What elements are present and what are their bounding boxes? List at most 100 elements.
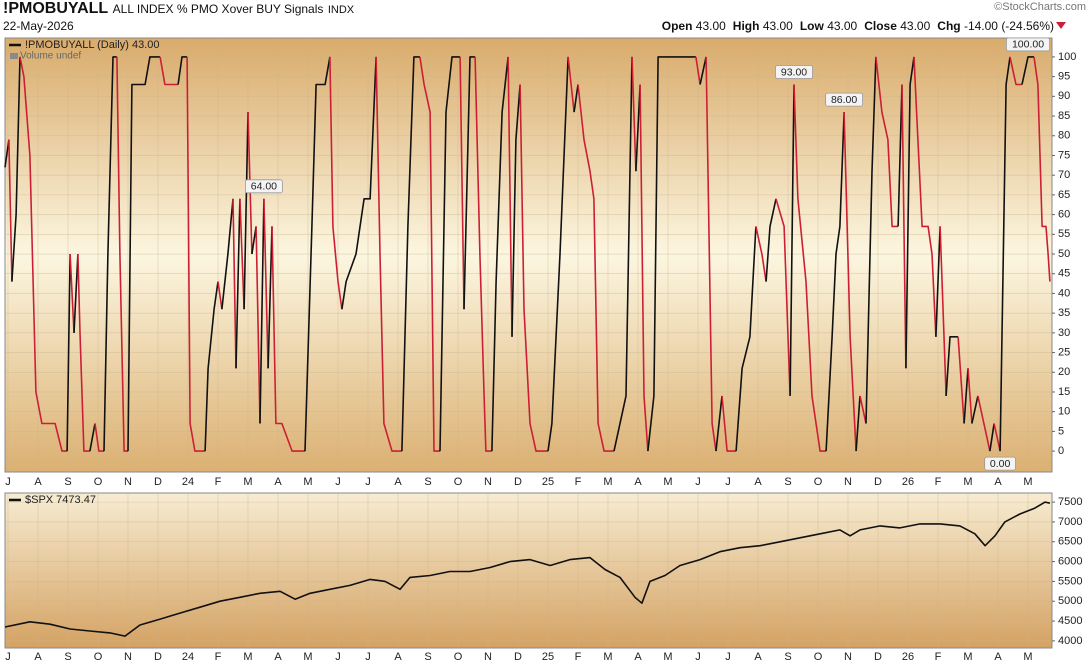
data-line xyxy=(843,112,857,452)
y-tick-label: 80 xyxy=(1058,130,1070,142)
x-tick-label: F xyxy=(215,651,222,663)
quote-label: Open xyxy=(661,19,693,33)
data-line xyxy=(705,56,717,452)
data-line xyxy=(239,198,245,310)
x-tick-label: J xyxy=(695,651,701,663)
quote-value: 43.00 xyxy=(827,19,858,33)
data-line xyxy=(721,395,737,452)
data-line xyxy=(73,253,79,333)
x-tick-label: J xyxy=(725,476,731,488)
data-line xyxy=(177,56,188,85)
x-tick-label: 26 xyxy=(902,651,914,663)
y-tick-label: 0 xyxy=(1058,445,1064,457)
data-line xyxy=(259,198,265,424)
x-tick-label: D xyxy=(154,651,162,663)
y-tick-label: 65 xyxy=(1058,189,1070,201)
x-tick-label: N xyxy=(844,476,852,488)
data-line xyxy=(459,56,465,310)
data-line xyxy=(511,84,521,337)
legend-label: $SPX 7473.47 xyxy=(25,494,96,506)
x-tick-label: O xyxy=(454,476,463,488)
data-line xyxy=(613,56,633,452)
y-tick-label: 90 xyxy=(1058,90,1070,102)
x-tick-label: N xyxy=(484,651,492,663)
x-tick-label: S xyxy=(64,476,71,488)
x-tick-label: M xyxy=(603,476,612,488)
data-line xyxy=(255,226,261,424)
y-tick-label: 60 xyxy=(1058,209,1070,221)
data-line xyxy=(967,368,973,424)
y-tick-label: 5500 xyxy=(1058,575,1082,587)
x-tick-label: N xyxy=(844,651,852,663)
data-line xyxy=(935,226,941,337)
annotation-label: 64.00 xyxy=(251,181,277,193)
x-tick-label: J xyxy=(695,476,701,488)
annotation-label: 93.00 xyxy=(781,66,807,78)
data-line xyxy=(66,253,71,452)
x-tick-label: A xyxy=(34,651,42,663)
y-tick-label: 4000 xyxy=(1058,635,1082,647)
data-line xyxy=(945,336,959,396)
x-tick-label: S xyxy=(424,651,431,663)
data-line xyxy=(217,281,223,310)
x-tick-label: D xyxy=(154,476,162,488)
x-tick-label: A xyxy=(34,476,42,488)
data-line xyxy=(573,84,579,113)
x-tick-label: A xyxy=(394,476,402,488)
data-line xyxy=(859,395,867,424)
x-tick-label: A xyxy=(394,651,402,663)
data-line xyxy=(715,395,723,452)
data-line xyxy=(304,56,331,452)
x-tick-label: J xyxy=(335,651,341,663)
x-tick-label: 25 xyxy=(542,476,554,488)
x-tick-label: S xyxy=(784,476,791,488)
data-line xyxy=(577,84,614,452)
x-tick-label: F xyxy=(935,651,942,663)
symbol: !PMOBUYALL xyxy=(3,0,109,17)
data-line xyxy=(267,226,273,369)
annotation-label: 100.00 xyxy=(1012,39,1044,51)
data-line xyxy=(77,253,90,452)
data-line xyxy=(11,56,21,282)
data-line xyxy=(865,56,877,424)
y-tick-label: 10 xyxy=(1058,406,1070,418)
data-line xyxy=(204,281,219,452)
quote: Open 43.00 High 43.00 Low 43.00 Close 43.00… xyxy=(655,19,1054,33)
data-line xyxy=(1033,56,1051,282)
exchange: INDX xyxy=(327,4,355,16)
title-row: !PMOBUYALL ALL INDEX % PMO Xover BUY Sig… xyxy=(3,0,354,18)
x-tick-label: S xyxy=(784,651,791,663)
x-tick-label: M xyxy=(603,651,612,663)
y-tick-label: 55 xyxy=(1058,228,1070,240)
y-tick-label: 75 xyxy=(1058,149,1070,161)
data-line xyxy=(263,198,269,369)
data-line xyxy=(875,56,899,228)
data-line xyxy=(186,56,206,452)
data-line xyxy=(1009,56,1022,86)
data-line xyxy=(971,395,979,424)
y-tick-label: 7500 xyxy=(1058,496,1082,508)
x-tick-label: M xyxy=(963,476,972,488)
x-tick-label: F xyxy=(935,476,942,488)
x-tick-label: 24 xyxy=(182,651,194,663)
data-line xyxy=(69,253,75,333)
x-tick-label: D xyxy=(514,651,522,663)
x-tick-label: S xyxy=(424,476,431,488)
x-tick-label: J xyxy=(5,651,11,663)
y-tick-label: 6500 xyxy=(1058,536,1082,548)
data-line xyxy=(939,226,947,396)
y-tick-label: 4500 xyxy=(1058,615,1082,627)
data-line xyxy=(439,56,461,452)
annotation-box xyxy=(244,179,283,194)
legend-label: !PMOBUYALL (Daily) 43.00 xyxy=(25,39,160,51)
down-arrow xyxy=(1056,22,1066,29)
data-line xyxy=(735,226,757,452)
data-line xyxy=(897,84,903,227)
data-line xyxy=(913,56,937,337)
x-tick-label: O xyxy=(94,651,103,663)
data-line xyxy=(19,56,68,452)
annotation-box xyxy=(775,65,813,79)
data-line xyxy=(825,112,845,452)
data-line xyxy=(463,56,476,310)
